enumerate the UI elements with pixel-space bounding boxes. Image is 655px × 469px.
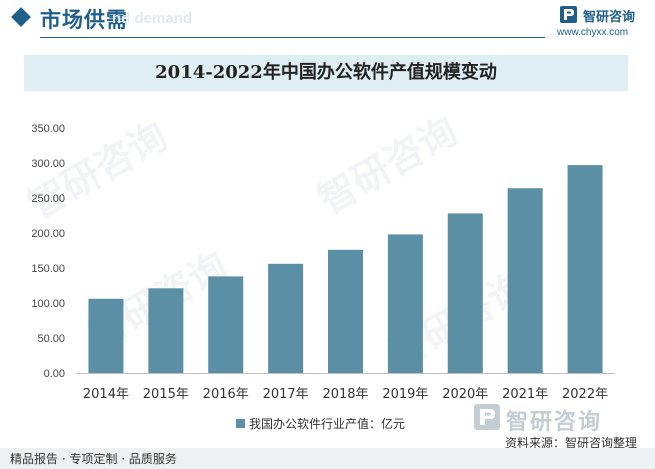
footer-brand-name: 智研咨询	[506, 410, 603, 435]
x-axis: 2014年 2015年 2016年 2017年 2018年 2019年 2020年 2021年…	[76, 373, 615, 402]
brand-logo-icon	[560, 6, 577, 23]
x-tick-label: 2015年	[143, 387, 189, 402]
x-tick-label: 2020年	[442, 387, 488, 402]
y-tick-label: 200.00	[31, 228, 65, 240]
section-title: 市场供需	[40, 7, 128, 32]
y-tick-label: 300.00	[31, 158, 65, 170]
y-tick-label: 250.00	[31, 193, 65, 205]
source-note: 资料来源：智研咨询整理	[505, 436, 638, 450]
bars	[88, 165, 603, 373]
bar	[507, 188, 543, 373]
brand-url: www.chyxx.com	[557, 27, 629, 38]
page-header: 市场供需 nd demand 智研咨询 www.chyxx.com	[0, 0, 655, 40]
brand-name: 智研咨询	[583, 10, 636, 25]
y-tick-label: 0.00	[44, 368, 65, 380]
bar	[88, 298, 124, 373]
x-tick-label: 2021年	[502, 387, 548, 402]
x-tick-label: 2016年	[203, 387, 249, 402]
bar	[447, 213, 483, 373]
x-tick-label: 2022年	[562, 387, 608, 402]
section-subtitle: nd demand	[112, 10, 193, 27]
x-tick-label: 2019年	[382, 387, 428, 402]
footer-logo-icon	[474, 404, 500, 430]
legend-swatch	[236, 419, 245, 428]
bar	[328, 249, 363, 373]
header-divider	[40, 37, 545, 38]
bar	[208, 276, 244, 373]
bar	[567, 165, 603, 373]
bar	[268, 263, 304, 373]
y-tick-label: 150.00	[31, 263, 65, 275]
footer-band: 精品报告 · 专项定制 · 品质服务	[0, 448, 655, 469]
bar	[387, 234, 423, 373]
y-axis: 0.00 50.00 100.00 150.00 200.00 250.00 300.00 3…	[31, 123, 65, 380]
x-tick-label: 2018年	[322, 387, 368, 402]
y-tick-label: 350.00	[31, 123, 65, 135]
x-tick-label: 2017年	[263, 387, 309, 402]
chart-title-band: 2014-2022年中国办公软件产值规模变动	[24, 55, 628, 91]
x-tick-label: 2014年	[83, 387, 129, 402]
chart-title: 2014-2022年中国办公软件产值规模变动	[155, 62, 497, 83]
legend-label: 我国办公软件行业产值：亿元	[249, 417, 406, 431]
bar	[148, 288, 184, 373]
y-tick-label: 100.00	[31, 298, 65, 310]
y-tick-label: 50.00	[37, 333, 65, 345]
footer-tagline: 精品报告 · 专项定制 · 品质服务	[10, 452, 177, 466]
